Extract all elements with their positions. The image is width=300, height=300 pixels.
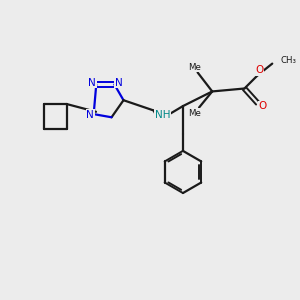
Text: N: N <box>86 110 94 120</box>
Text: O: O <box>255 65 263 75</box>
Text: Me: Me <box>188 63 201 72</box>
Text: O: O <box>259 101 267 111</box>
Text: N: N <box>115 78 122 88</box>
Text: CH₃: CH₃ <box>280 56 296 65</box>
Text: NH: NH <box>155 110 170 120</box>
Text: Me: Me <box>188 109 201 118</box>
Text: N: N <box>88 78 96 88</box>
